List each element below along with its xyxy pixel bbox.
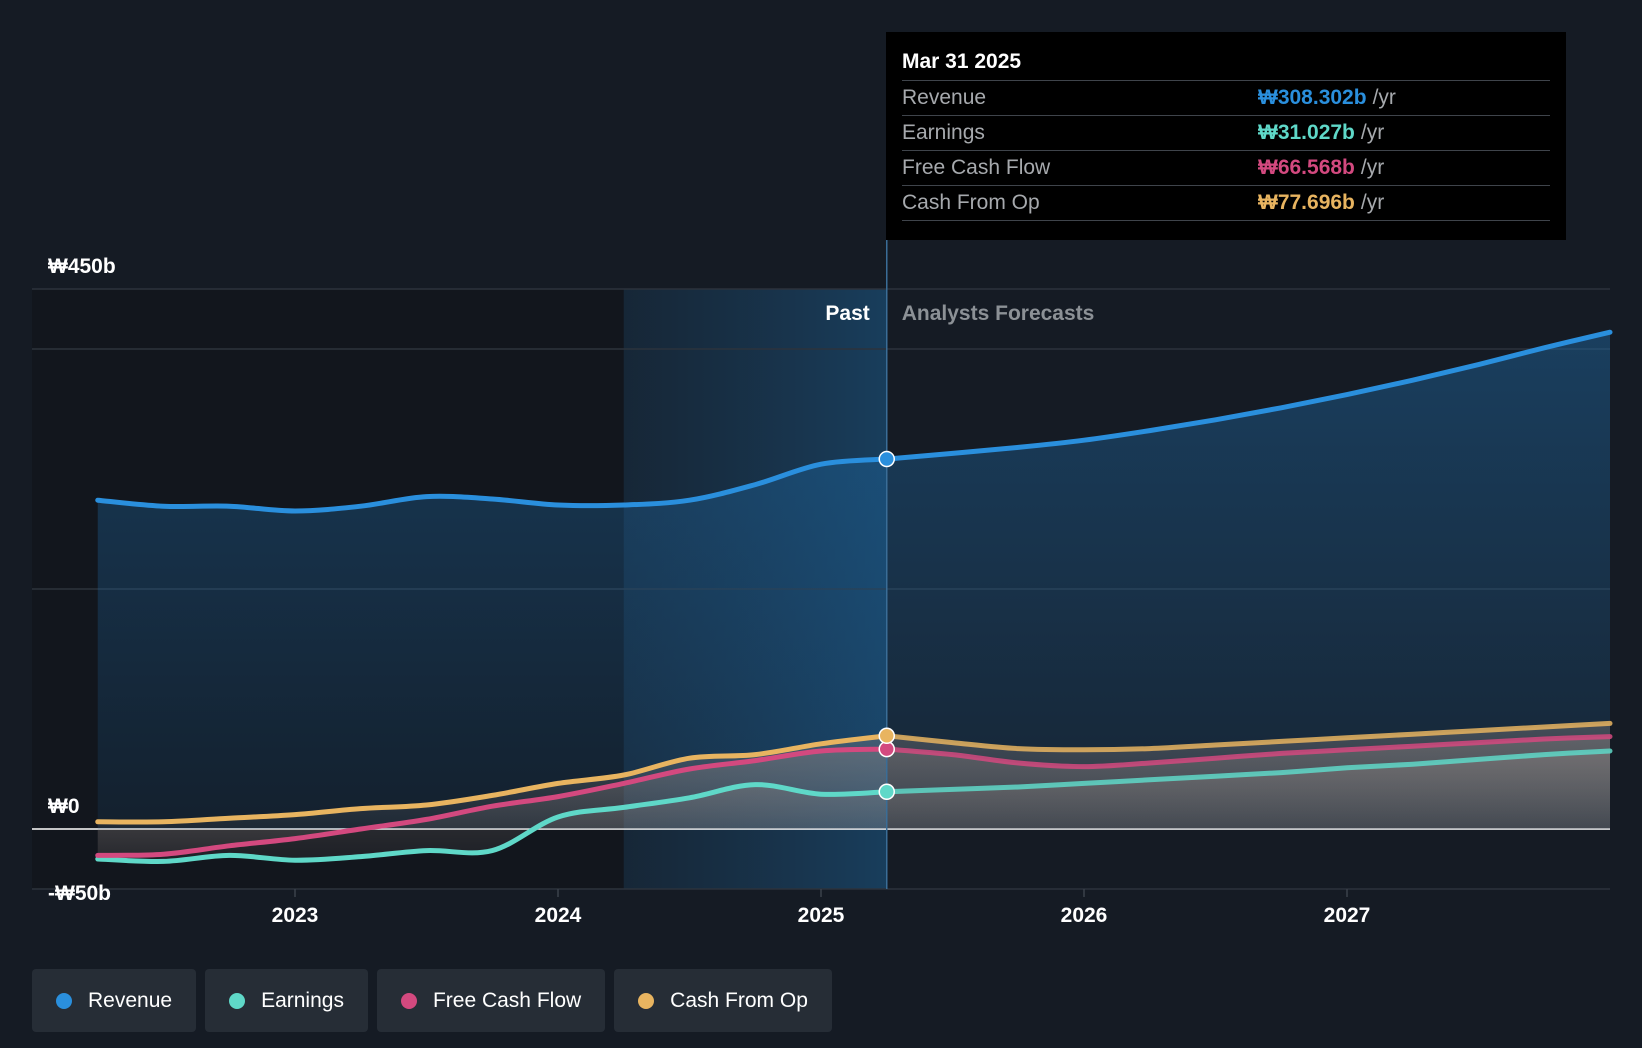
x-axis-label: 2026 — [1061, 904, 1108, 927]
cash-from-op-area — [97, 723, 1610, 829]
cash-from-op-forecast-line — [884, 720, 1613, 753]
legend: Revenue Earnings Free Cash Flow Cash From O… — [32, 969, 832, 1032]
y-axis-label: ₩450b — [48, 255, 116, 278]
x-axis-labels: 2023 2024 2025 2026 2027 — [272, 889, 1371, 927]
legend-item-free-cash-flow[interactable]: Free Cash Flow — [376, 969, 606, 1032]
revenue-area — [97, 332, 1610, 829]
tooltip-row-label: Free Cash Flow — [902, 156, 1051, 179]
tooltip-row: Free Cash Flow ₩66.568b/yr — [902, 150, 1550, 185]
tooltip-row-value: ₩77.696b — [1258, 191, 1355, 214]
free-cash-flow-forecast-line — [884, 734, 1613, 770]
legend-dot-icon — [638, 992, 655, 1009]
revenue-past-line — [95, 456, 890, 514]
tooltip-row: Earnings ₩31.027b/yr — [902, 115, 1550, 150]
x-axis-label: 2023 — [272, 904, 319, 927]
tooltip-row-unit: /yr — [1360, 121, 1385, 144]
legend-item-cash-from-op[interactable]: Cash From Op — [614, 969, 832, 1032]
hover-markers — [878, 450, 895, 801]
x-axis-label: 2025 — [798, 904, 845, 927]
y-axis-label: -₩50b — [48, 882, 111, 905]
y-axis-label: ₩0 — [48, 795, 80, 818]
legend-label: Earnings — [261, 988, 344, 1012]
revenue-forecast-line — [884, 329, 1613, 462]
tooltip-row-value: ₩308.302b — [1258, 86, 1367, 109]
legend-dot-icon — [229, 992, 246, 1009]
legend-item-earnings[interactable]: Earnings — [205, 969, 368, 1032]
tooltip-date: Mar 31 2025 — [902, 50, 1022, 73]
tooltip-row-value: ₩66.568b — [1258, 156, 1355, 179]
tooltip-row-unit: /yr — [1360, 156, 1385, 179]
tooltip-row: Cash From Op ₩77.696b/yr — [902, 185, 1550, 221]
free-cash-flow-past-line — [95, 746, 890, 858]
tooltip-row-unit: /yr — [1372, 86, 1396, 109]
legend-dot-icon — [400, 992, 417, 1009]
tooltip-row-value: ₩31.027b — [1258, 121, 1355, 144]
earnings-marker — [878, 783, 895, 801]
legend-label: Revenue — [88, 988, 173, 1012]
cash-from-op-past-line — [95, 733, 890, 825]
legend-dot-icon — [56, 992, 72, 1009]
cash-from-op-marker — [878, 727, 895, 745]
tooltip-row-label: Cash From Op — [902, 191, 1040, 214]
tooltip-row-label: Earnings — [902, 121, 985, 144]
revenue-marker — [878, 450, 895, 468]
x-axis-label: 2027 — [1324, 904, 1371, 927]
forecast-label: Analysts Forecasts — [902, 302, 1095, 325]
earnings-forecast-line — [884, 748, 1613, 795]
legend-label: Free Cash Flow — [432, 988, 582, 1012]
series-lines — [95, 329, 1613, 864]
legend-label: Cash From Op — [670, 988, 808, 1012]
past-label: Past — [825, 302, 869, 325]
tooltip-row-unit: /yr — [1360, 191, 1385, 214]
tooltip: Mar 31 2025 Revenue ₩308.302b/yr Earnings ₩… — [886, 32, 1566, 240]
earnings-past-line — [95, 782, 890, 864]
tooltip-row-label: Revenue — [902, 86, 987, 109]
legend-item-revenue[interactable]: Revenue — [32, 969, 197, 1032]
y-axis-labels: ₩450b ₩0 -₩50b — [48, 255, 116, 905]
x-axis-label: 2024 — [535, 904, 582, 927]
tooltip-row: Revenue ₩308.302b/yr — [902, 80, 1550, 115]
